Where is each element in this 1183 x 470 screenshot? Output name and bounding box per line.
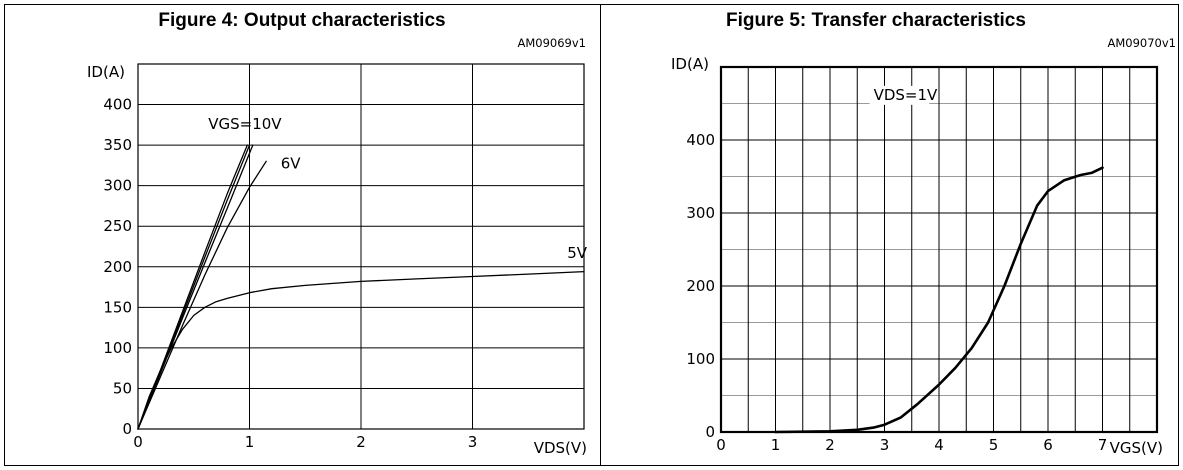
y-tick-label: 200 xyxy=(686,277,715,295)
series-line xyxy=(137,160,267,430)
panel-divider xyxy=(600,5,601,465)
y-tick-label: 300 xyxy=(103,177,132,195)
curve-label: 6V xyxy=(281,155,302,173)
y-tick-label: 100 xyxy=(103,339,132,357)
curve-label: VGS=10V xyxy=(208,115,282,133)
x-tick-label: 0 xyxy=(716,436,726,454)
chart-title: Figure 5: Transfer characteristics xyxy=(726,10,1026,31)
curve-labels: VDS=1V xyxy=(869,85,938,105)
y-tick-label: 200 xyxy=(103,258,132,276)
grid xyxy=(137,63,585,430)
figure-code: AM09069v1 xyxy=(518,36,587,50)
series-line xyxy=(774,166,1104,434)
figure-code: AM09070v1 xyxy=(1108,36,1177,50)
curve-labels: VGS=10V 6V 5V xyxy=(208,115,588,262)
x-tick-label: 7 xyxy=(1098,436,1108,454)
y-tick-label: 400 xyxy=(103,96,132,114)
series-lines xyxy=(774,166,1104,434)
series-line xyxy=(137,270,585,430)
y-tick-label: 0 xyxy=(122,420,132,438)
series-lines xyxy=(137,144,585,430)
y-tick-label: 50 xyxy=(113,379,132,397)
x-tick-label: 1 xyxy=(771,436,781,454)
y-axis-label: ID(A) xyxy=(87,63,125,81)
x-tick-label: 1 xyxy=(245,433,255,451)
curve-label: 5V xyxy=(567,244,588,262)
x-tick-label: 4 xyxy=(934,436,944,454)
y-tick-label: 0 xyxy=(705,423,715,441)
tick-labels: 0 50 100 150 200 250 300 350 400 0 1 2 3 xyxy=(103,96,477,451)
x-tick-label: 2 xyxy=(356,433,366,451)
series-line xyxy=(137,144,254,430)
x-tick-label: 6 xyxy=(1043,436,1053,454)
y-tick-label: 300 xyxy=(686,204,715,222)
grid xyxy=(719,65,1159,434)
tick-labels: 0 100 200 300 400 0 1 2 3 4 5 6 7 xyxy=(686,131,1107,454)
output-characteristics-chart: Figure 4: Output characteristics AM09069… xyxy=(87,10,588,457)
x-tick-label: 3 xyxy=(468,433,478,451)
plot-frame xyxy=(137,63,585,430)
curve-label-background xyxy=(869,85,930,105)
x-tick-label: 5 xyxy=(989,436,999,454)
x-tick-label: 3 xyxy=(880,436,890,454)
x-axis-label: VDS(V) xyxy=(534,439,587,457)
transfer-characteristics-chart: Figure 5: Transfer characteristics AM090… xyxy=(671,10,1177,457)
x-tick-label: 2 xyxy=(825,436,835,454)
y-axis-label: ID(A) xyxy=(671,55,709,73)
y-tick-label: 100 xyxy=(686,350,715,368)
chart-title: Figure 4: Output characteristics xyxy=(158,10,445,31)
curve-label: VDS=1V xyxy=(874,86,938,104)
figure-panel: Figure 4: Output characteristics AM09069… xyxy=(4,4,1179,466)
x-axis-label: VGS(V) xyxy=(1110,439,1163,457)
x-tick-label: 0 xyxy=(133,433,143,451)
y-tick-label: 400 xyxy=(686,131,715,149)
y-tick-label: 250 xyxy=(103,217,132,235)
y-tick-label: 350 xyxy=(103,136,132,154)
y-tick-label: 150 xyxy=(103,298,132,316)
plot-frame xyxy=(719,65,1159,434)
